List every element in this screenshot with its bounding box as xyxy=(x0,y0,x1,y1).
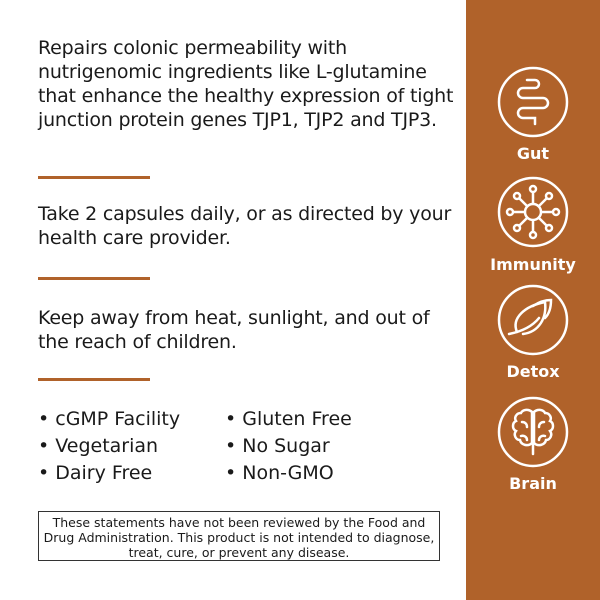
feature: • Non-GMO xyxy=(225,462,334,484)
feature: • cGMP Facility xyxy=(38,408,181,430)
warning: Keep away from heat, sunlight, and out o… xyxy=(38,307,430,353)
feature: • Vegetarian xyxy=(38,435,159,457)
fda-disclaimer: These statements have not been reviewed … xyxy=(38,511,440,561)
benefit-label-detox: Detox xyxy=(506,362,560,381)
product-description: Repairs colonic permeability with nutrig… xyxy=(38,37,454,131)
intestine-icon xyxy=(497,66,569,138)
brain-icon xyxy=(497,396,569,468)
leaf-icon xyxy=(497,284,569,356)
feature: • Dairy Free xyxy=(38,462,153,484)
divider xyxy=(38,277,150,280)
directions: Take 2 capsules daily, or as directed by… xyxy=(38,203,452,249)
divider xyxy=(38,378,150,381)
features-left: • cGMP Facility • Vegetarian • Dairy Fre… xyxy=(38,406,180,487)
benefit-label-gut: Gut xyxy=(516,144,550,163)
feature: • No Sugar xyxy=(225,435,330,457)
divider xyxy=(38,176,150,179)
immune-cell-icon xyxy=(497,176,569,248)
features-right: • Gluten Free • No Sugar • Non-GMO xyxy=(225,406,352,487)
benefits-panel: Gut Immunity Detox Brain xyxy=(466,0,600,600)
benefit-label-brain: Brain xyxy=(509,474,557,493)
feature: • Gluten Free xyxy=(225,408,352,430)
benefit-label-immunity: Immunity xyxy=(490,255,576,274)
